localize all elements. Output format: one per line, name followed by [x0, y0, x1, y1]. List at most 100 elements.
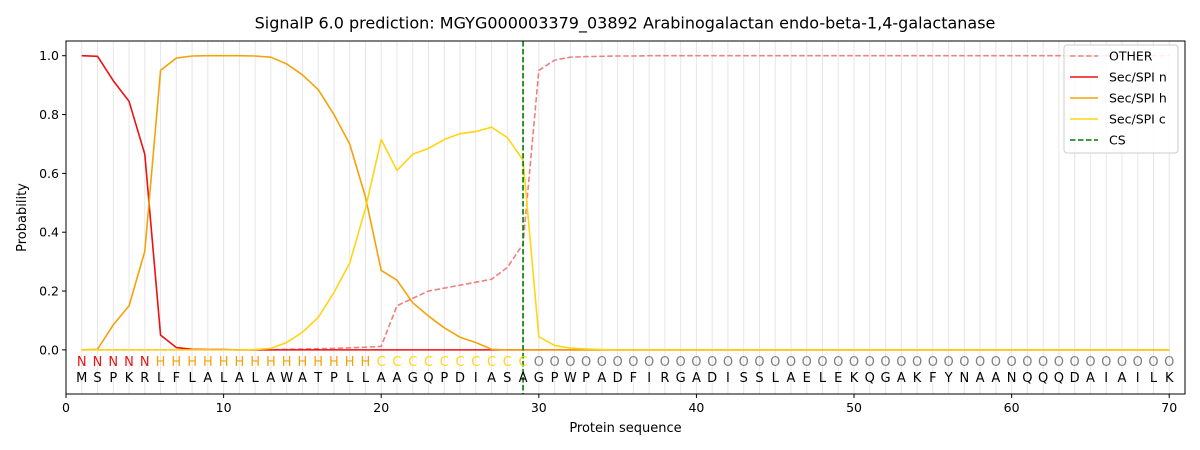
residue-letter: Q: [1054, 371, 1064, 386]
region-label: O: [896, 355, 906, 370]
region-label: O: [1117, 355, 1127, 370]
region-label: H: [250, 355, 260, 370]
region-label: O: [597, 355, 607, 370]
region-label: H: [345, 355, 355, 370]
region-label: N: [140, 355, 150, 370]
residue-letter: P: [551, 371, 559, 386]
residue-letter: Q: [865, 371, 875, 386]
residue-letter: K: [1165, 371, 1174, 386]
region-label: H: [282, 355, 292, 370]
region-label: O: [1101, 355, 1111, 370]
region-label: O: [1148, 355, 1158, 370]
residue-letter: G: [881, 371, 891, 386]
region-label: H: [266, 355, 276, 370]
y-tick-label: 0.0: [39, 342, 59, 357]
residue-letter: G: [676, 371, 686, 386]
region-label: O: [1164, 355, 1174, 370]
region-label: O: [676, 355, 686, 370]
legend-entry-label: Sec/SPI c: [1109, 112, 1166, 127]
region-label: H: [156, 355, 166, 370]
region-label: C: [377, 355, 386, 370]
residue-letter: K: [913, 371, 922, 386]
region-label: O: [613, 355, 623, 370]
region-label: N: [108, 355, 118, 370]
residue-letter: P: [440, 371, 448, 386]
region-label: H: [313, 355, 323, 370]
region-label: O: [928, 355, 938, 370]
region-label: C: [471, 355, 480, 370]
residue-letter: K: [125, 371, 134, 386]
x-tick-label: 50: [846, 400, 862, 415]
region-label: H: [234, 355, 244, 370]
region-label: O: [880, 355, 890, 370]
region-label: O: [691, 355, 701, 370]
residue-letter: L: [1150, 371, 1158, 386]
residue-letter: A: [1118, 371, 1127, 386]
residue-letter: S: [93, 371, 101, 386]
residue-letter: S: [740, 371, 748, 386]
region-label: O: [802, 355, 812, 370]
residue-letter: A: [597, 371, 606, 386]
region-label: O: [1133, 355, 1143, 370]
residue-letter: I: [1104, 371, 1108, 386]
region-label: O: [1054, 355, 1064, 370]
residue-letter: N: [959, 371, 969, 386]
residue-letter: A: [203, 371, 212, 386]
region-label: O: [959, 355, 969, 370]
plot-frame: [65, 40, 1186, 395]
region-label: O: [754, 355, 764, 370]
residue-letter: S: [755, 371, 763, 386]
residue-letter: A: [692, 371, 701, 386]
y-tick-label: 0.6: [39, 166, 59, 181]
residue-letter: I: [1136, 371, 1140, 386]
residue-letter: L: [188, 371, 196, 386]
region-label: O: [1022, 355, 1032, 370]
residue-letter: R: [140, 371, 149, 386]
residue-letter: R: [660, 371, 669, 386]
residue-letter: S: [503, 371, 511, 386]
legend-entry-label: Sec/SPI h: [1109, 91, 1167, 106]
region-label: C: [440, 355, 449, 370]
region-label: O: [849, 355, 859, 370]
y-tick-label: 1.0: [39, 48, 59, 63]
y-tick-label: 0.8: [39, 107, 59, 122]
x-tick-label: 30: [531, 400, 547, 415]
residue-letter: A: [393, 371, 402, 386]
region-label: O: [833, 355, 843, 370]
region-label: H: [171, 355, 181, 370]
residue-letter: I: [726, 371, 730, 386]
region-label: O: [1070, 355, 1080, 370]
y-tick-label: 0.4: [39, 225, 59, 240]
region-label: H: [219, 355, 229, 370]
region-label: C: [487, 355, 496, 370]
residue-letter: Q: [423, 371, 433, 386]
grid-layer: [81, 41, 1170, 394]
residue-letter: P: [330, 371, 338, 386]
region-label: C: [503, 355, 512, 370]
region-label: O: [565, 355, 575, 370]
x-tick-label: 10: [216, 400, 232, 415]
region-label: O: [1007, 355, 1017, 370]
region-label: O: [723, 355, 733, 370]
residue-letter: L: [362, 371, 370, 386]
region-label: O: [549, 355, 559, 370]
residue-letter: D: [455, 371, 465, 386]
residue-letter: Q: [1038, 371, 1048, 386]
residue-letter: I: [647, 371, 651, 386]
legend-entry-label: CS: [1109, 133, 1126, 148]
region-label: O: [660, 355, 670, 370]
legend-box: [1063, 44, 1179, 154]
residue-letter: M: [76, 371, 87, 386]
residue-letter: A: [991, 371, 1000, 386]
residue-letter: A: [976, 371, 985, 386]
region-label: O: [770, 355, 780, 370]
residue-letter: L: [252, 371, 260, 386]
residue-letter: L: [157, 371, 165, 386]
residue-letter: A: [235, 371, 244, 386]
residue-letter: D: [1070, 371, 1080, 386]
residue-letter: T: [313, 371, 322, 386]
residue-letter: A: [897, 371, 906, 386]
region-label: O: [912, 355, 922, 370]
residue-letter: A: [1086, 371, 1095, 386]
region-label: C: [455, 355, 464, 370]
